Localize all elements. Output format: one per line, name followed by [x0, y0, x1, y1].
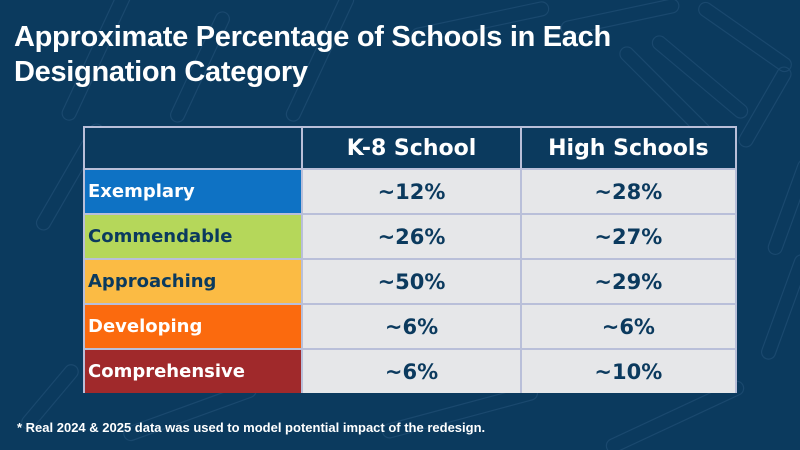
- category-cell: Commendable: [85, 215, 302, 258]
- high-school-value-cell: ~27%: [521, 215, 736, 258]
- high-school-value-cell: ~29%: [521, 260, 736, 303]
- category-cell: Comprehensive: [85, 350, 302, 393]
- high-school-value-cell: ~6%: [521, 305, 736, 348]
- page-title: Approximate Percentage of Schools in Eac…: [14, 20, 714, 90]
- k8-value-cell: ~6%: [303, 305, 520, 348]
- k8-value-cell: ~6%: [303, 350, 520, 393]
- table-row: Commendable ~26% ~27%: [85, 215, 736, 258]
- category-cell: Exemplary: [85, 170, 302, 213]
- k8-value-cell: ~26%: [303, 215, 520, 258]
- header-high-schools: High Schools: [521, 128, 735, 168]
- footnote: * Real 2024 & 2025 data was used to mode…: [17, 420, 486, 435]
- header-k8-school: K-8 School: [303, 128, 520, 168]
- header-empty-cell: [85, 128, 302, 168]
- k8-value-cell: ~12%: [303, 170, 520, 213]
- table-row: Comprehensive ~6% ~10%: [85, 350, 736, 393]
- high-school-value-cell: ~28%: [521, 170, 736, 213]
- category-cell: Developing: [85, 305, 302, 348]
- title-line-1: Approximate Percentage of Schools in Eac…: [14, 21, 611, 53]
- table-row: Approaching ~50% ~29%: [85, 260, 736, 303]
- designation-table: K-8 School High Schools Exemplary ~12% ~28…: [83, 126, 737, 393]
- table-row: Developing ~6% ~6%: [85, 305, 736, 348]
- title-line-2: Designation Category: [14, 56, 308, 88]
- category-cell: Approaching: [85, 260, 302, 303]
- high-school-value-cell: ~10%: [521, 350, 736, 393]
- k8-value-cell: ~50%: [303, 260, 520, 303]
- table-row: Exemplary ~12% ~28%: [85, 170, 736, 213]
- table-header-row: K-8 School High Schools: [85, 128, 735, 168]
